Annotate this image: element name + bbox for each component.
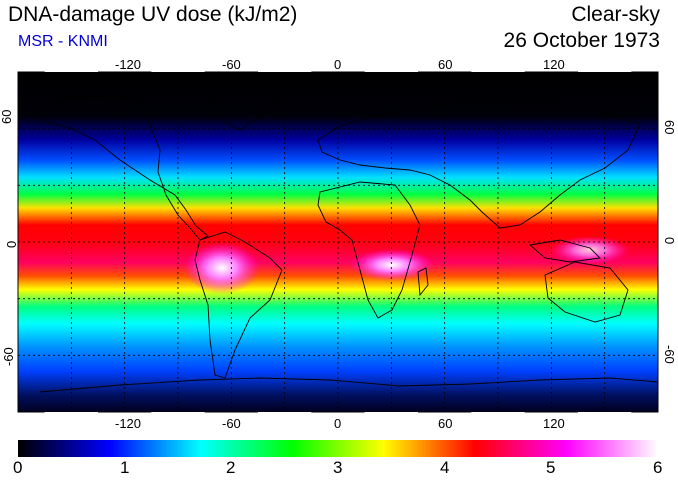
frame-segment — [578, 412, 632, 414]
frame-segment — [578, 70, 632, 72]
lon-label-top-60: 60 — [438, 57, 453, 72]
lat-label-right-60: 60 — [662, 120, 677, 135]
lon-label-top-0: 0 — [334, 57, 342, 72]
frame-tick-marks — [44, 70, 632, 414]
frame-segment — [471, 412, 525, 414]
frame-segment — [44, 412, 98, 414]
colorbar-label-6: 6 — [653, 458, 663, 477]
lat-label-left-0: 0 — [4, 240, 19, 248]
colorbar-label-4: 4 — [440, 458, 450, 477]
lon-label-top-120: 120 — [543, 57, 565, 72]
lat-label-right-0: 0 — [662, 237, 677, 245]
coastline-indonesia — [528, 239, 601, 263]
data-source-label: MSR - KNMI — [18, 33, 108, 50]
frame-segment — [364, 412, 418, 414]
lon-label-bottom-0: 0 — [334, 416, 342, 431]
map-frame — [17, 71, 659, 413]
frame-segment — [151, 412, 205, 414]
lon-label-bottom-minus120: -120 — [115, 416, 142, 431]
lat-label-left-60: 60 — [0, 109, 14, 124]
coastline-africa — [317, 181, 421, 319]
lon-label-top-minus120: -120 — [115, 57, 142, 72]
coastlines — [31, 75, 659, 393]
frame-segment — [364, 70, 418, 72]
frame-segment — [471, 70, 525, 72]
coastline-greenland — [209, 75, 291, 131]
coastline-antarctica — [39, 377, 659, 393]
frame-segment — [151, 70, 205, 72]
coastline-eurasia — [317, 99, 641, 229]
graticule — [18, 72, 658, 412]
date-label: 26 October 1973 — [503, 29, 660, 52]
coastline-madagascar — [417, 267, 429, 297]
colorbar-label-2: 2 — [226, 458, 236, 477]
frame-segment — [258, 70, 312, 72]
frame-segment — [258, 412, 312, 414]
lon-label-bottom-minus60: -60 — [222, 416, 241, 431]
colorbar-label-3: 3 — [333, 458, 343, 477]
map-title: DNA-damage UV dose (kJ/m2) — [8, 3, 298, 26]
colorbar — [18, 440, 658, 457]
lat-label-left-minus60: -60 — [1, 347, 16, 366]
lon-label-bottom-120: 120 — [543, 416, 565, 431]
uv-hotspot-south-america — [184, 242, 260, 294]
coastline-south-america — [194, 231, 283, 379]
coastline-australia — [544, 261, 629, 323]
colorbar-label-5: 5 — [546, 458, 556, 477]
lon-label-bottom-60: 60 — [438, 416, 453, 431]
lon-label-top-minus60: -60 — [222, 57, 241, 72]
uv-hotspot-africa — [350, 249, 434, 281]
lat-label-right-minus60: -60 — [662, 345, 677, 364]
frame-segment — [44, 70, 98, 72]
colorbar-label-0: 0 — [13, 458, 23, 477]
sky-condition-label: Clear-sky — [571, 3, 660, 26]
colorbar-label-1: 1 — [120, 458, 130, 477]
